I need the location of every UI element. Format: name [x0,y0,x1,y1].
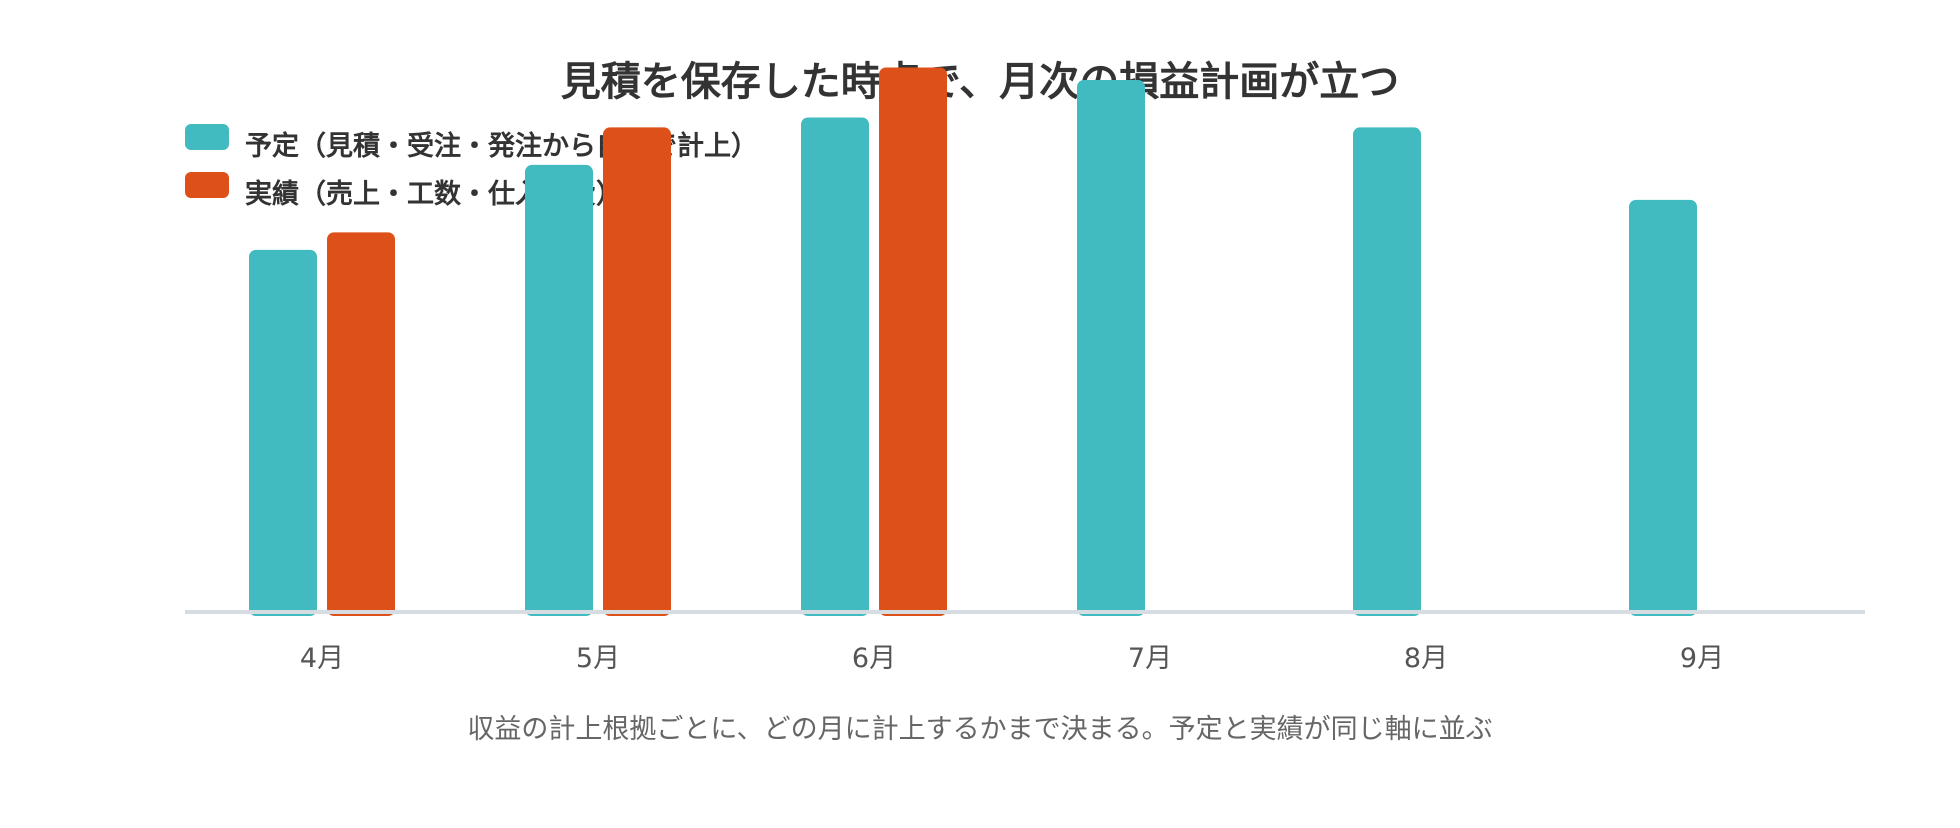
bar-plan [1353,127,1421,616]
legend-label-plan: 予定（見積・受注・発注から自動で計上） [245,130,758,162]
bar-plan [801,117,869,616]
legend: 予定（見積・受注・発注から自動で計上） 実績（売上・工数・仕入経費） [185,124,758,210]
x-tick-label: 5月 [576,643,620,674]
bar-plan [525,164,593,617]
legend-swatch-actual [185,172,229,198]
x-tick-label: 9月 [1680,643,1724,674]
bar-actual [603,127,671,616]
bar-actual [879,67,947,617]
chart-caption: 収益の計上根拠ごとに、どの月に計上するかまで決まる。予定と実績が同じ軸に並ぶ [467,714,1492,745]
bar-plan [1629,199,1697,616]
x-tick-label: 6月 [852,643,896,674]
x-tick-label: 4月 [300,643,344,674]
x-tick-label: 7月 [1128,643,1172,674]
bar-plan [249,249,317,617]
legend-swatch-plan [185,124,229,150]
bar-actual [327,232,395,617]
x-tick-label: 8月 [1404,643,1448,674]
x-axis-ticks: 4月 5月 6月 7月 8月 9月 [300,643,1724,674]
chart-title: 見積を保存した時点で、月次の損益計画が立つ [561,59,1399,105]
bars [249,67,1775,617]
bar-plan [1077,79,1145,617]
